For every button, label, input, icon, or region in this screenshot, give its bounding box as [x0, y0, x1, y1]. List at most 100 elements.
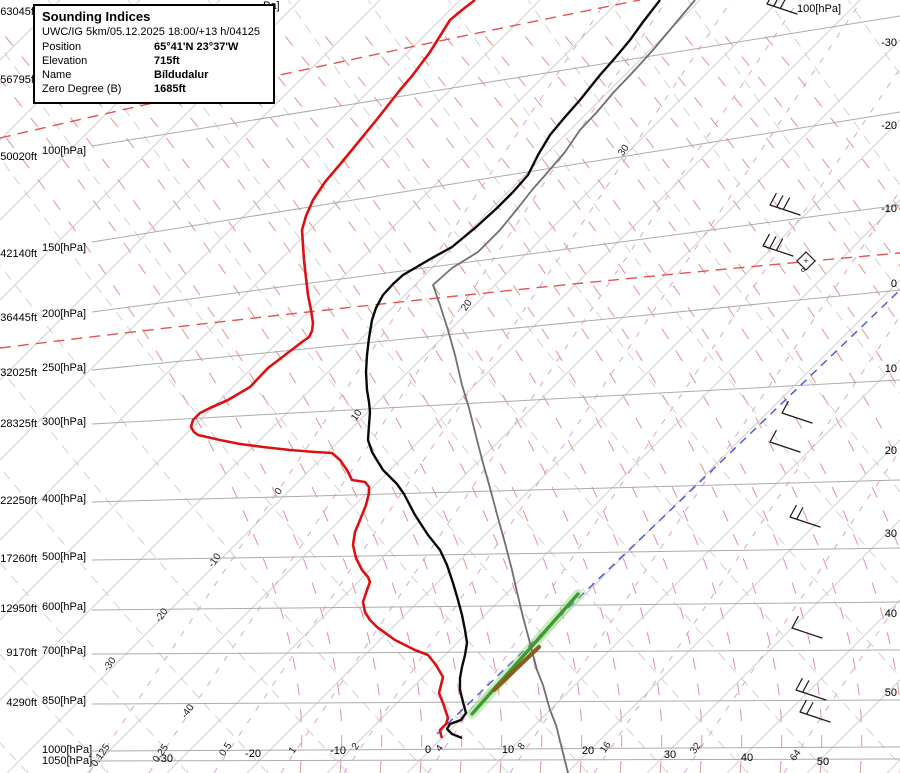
moist-adiabat-line: [279, 29, 663, 773]
mixing-ratio-line: [683, 449, 900, 773]
bottom-temp-label: 10: [502, 744, 514, 756]
mixing-ratio-value-label: 16: [598, 739, 614, 755]
moist-adiabat-line: [79, 29, 463, 773]
dry-adiabat-line: [0, 45, 589, 773]
moist-adiabat-line: [399, 29, 783, 773]
pressure-hpa-label: 850[hPa]: [42, 695, 86, 707]
elevation-row: Elevation 715ft: [42, 55, 266, 67]
name-label: Name: [42, 69, 72, 81]
dry-adiabat-line: [0, 561, 189, 773]
pressure-hpa-label: 200[hPa]: [42, 308, 86, 320]
wind-barb: [789, 504, 821, 528]
position-row: Position 65°41'N 23°37'W: [42, 41, 266, 53]
altitude-ft-label: 63045ft: [0, 6, 37, 18]
moist-adiabat-line: [519, 29, 900, 773]
moist-adiabat-line: [359, 29, 743, 773]
pressure-hpa-label: 600[hPa]: [42, 601, 86, 613]
mixing-ratio-value-label: 64: [788, 747, 804, 763]
bottom-temp-label: 40: [741, 752, 753, 764]
isotherm-line: [726, 599, 900, 773]
top-right-pressure-label: 100[hPa]: [797, 3, 841, 15]
pressure-hpa-label: 700[hPa]: [42, 645, 86, 657]
inline-temp-label: 20: [459, 297, 475, 313]
dry-adiabat-line: [607, 0, 900, 395]
isotherm-line: [86, 0, 861, 773]
altitude-ft-label: 22250ft: [0, 495, 37, 507]
right-temp-label: 10: [885, 363, 897, 375]
bottom-temp-label: -20: [245, 748, 261, 760]
altitude-ft-label: 17260ft: [0, 553, 37, 565]
wind-barb: [769, 192, 801, 216]
altitude-ft-label: 56795ft: [0, 74, 37, 86]
isotherm-line: [326, 199, 900, 773]
isotherm-line: [0, 0, 381, 381]
pressure-hpa-label: 150[hPa]: [42, 242, 86, 254]
moist-adiabat-line: [599, 29, 900, 465]
isotherm-line: [886, 759, 900, 773]
tropopause-line-1: [0, 252, 900, 349]
right-temp-label: -30: [881, 37, 897, 49]
isotherm-line: [6, 0, 781, 773]
right-temp-label: 20: [885, 445, 897, 457]
parcel-path: [432, 0, 696, 773]
surface-mixing-ratio-line: [436, 289, 900, 735]
isotherm-line: [166, 39, 900, 773]
panel-title: Sounding Indices: [42, 9, 151, 24]
moist-adiabat-line: [439, 29, 823, 773]
wind-barb: [781, 400, 813, 424]
isotherm-line: [0, 0, 541, 541]
wind-barb: [769, 429, 801, 453]
zero-degree-row: Zero Degree (B) 1685ft: [42, 83, 266, 95]
altitude-ft-label: 36445ft: [0, 312, 37, 324]
tropopause-marker-dot: [801, 268, 805, 272]
name-value: Bíldudalur: [154, 69, 209, 81]
altitude-ft-label: 50020ft: [0, 151, 37, 163]
tropopause-diamond-marker: [796, 251, 816, 271]
right-temp-label: 50: [885, 687, 897, 699]
moist-adiabat-line: [0, 29, 383, 773]
altitude-ft-label: 28325ft: [0, 418, 37, 430]
bottom-temp-label: 20: [582, 745, 594, 757]
moist-adiabat-line: [0, 129, 303, 773]
pressure-hpa-label: 1050[hPa]: [42, 755, 92, 767]
moist-adiabat-line: [0, 78, 343, 773]
altitude-ft-label: 4290ft: [6, 697, 37, 709]
isotherm-line: [0, 0, 461, 461]
right-temp-label: 0: [891, 278, 897, 290]
isotherm-line: [0, 0, 701, 701]
isotherm-line: [246, 119, 900, 773]
elevation-value: 715ft: [154, 55, 180, 67]
dry-adiabat-line: [0, 653, 109, 773]
right-temp-label: -20: [881, 120, 897, 132]
mixing-ratio-value-label: 4: [434, 743, 446, 754]
dry-adiabat-line: [127, 0, 749, 773]
mixing-ratio-value-label: 0.125: [89, 742, 113, 769]
wind-barb: [766, 0, 798, 15]
dry-adiabat-line: [47, 0, 669, 773]
isobar-line-300: [91, 379, 900, 425]
isotherm-line: [406, 279, 900, 773]
dry-adiabat-line: [0, 264, 429, 773]
isobar-line-850: [91, 699, 900, 705]
position-label: Position: [42, 41, 82, 53]
isobar-line-700: [91, 649, 900, 655]
bottom-temp-label: -30: [157, 753, 173, 765]
bottom-temp-label: 30: [664, 749, 676, 761]
mixing-ratio-line: [88, 0, 608, 773]
isobar-line-1050: [91, 758, 900, 762]
dry-adiabat-line: [0, 466, 269, 773]
inline-temp-label: -10: [206, 551, 224, 570]
pressure-hpa-label: 300[hPa]: [42, 416, 86, 428]
moist-adiabat-line: [239, 29, 623, 773]
dry-adiabat-line: [0, 156, 509, 773]
pressure-hpa-label: 100[hPa]: [42, 145, 86, 157]
mixing-ratio-value-label: 0.5: [217, 740, 234, 758]
isotherm-line: [0, 0, 141, 141]
isobar-line-1000: [91, 746, 900, 752]
mixing-ratio-line: [280, 0, 800, 773]
dry-adiabat-line: [207, 0, 829, 773]
inline-temp-label: -40: [179, 702, 197, 721]
mixing-ratio-value-label: 8: [516, 741, 528, 752]
